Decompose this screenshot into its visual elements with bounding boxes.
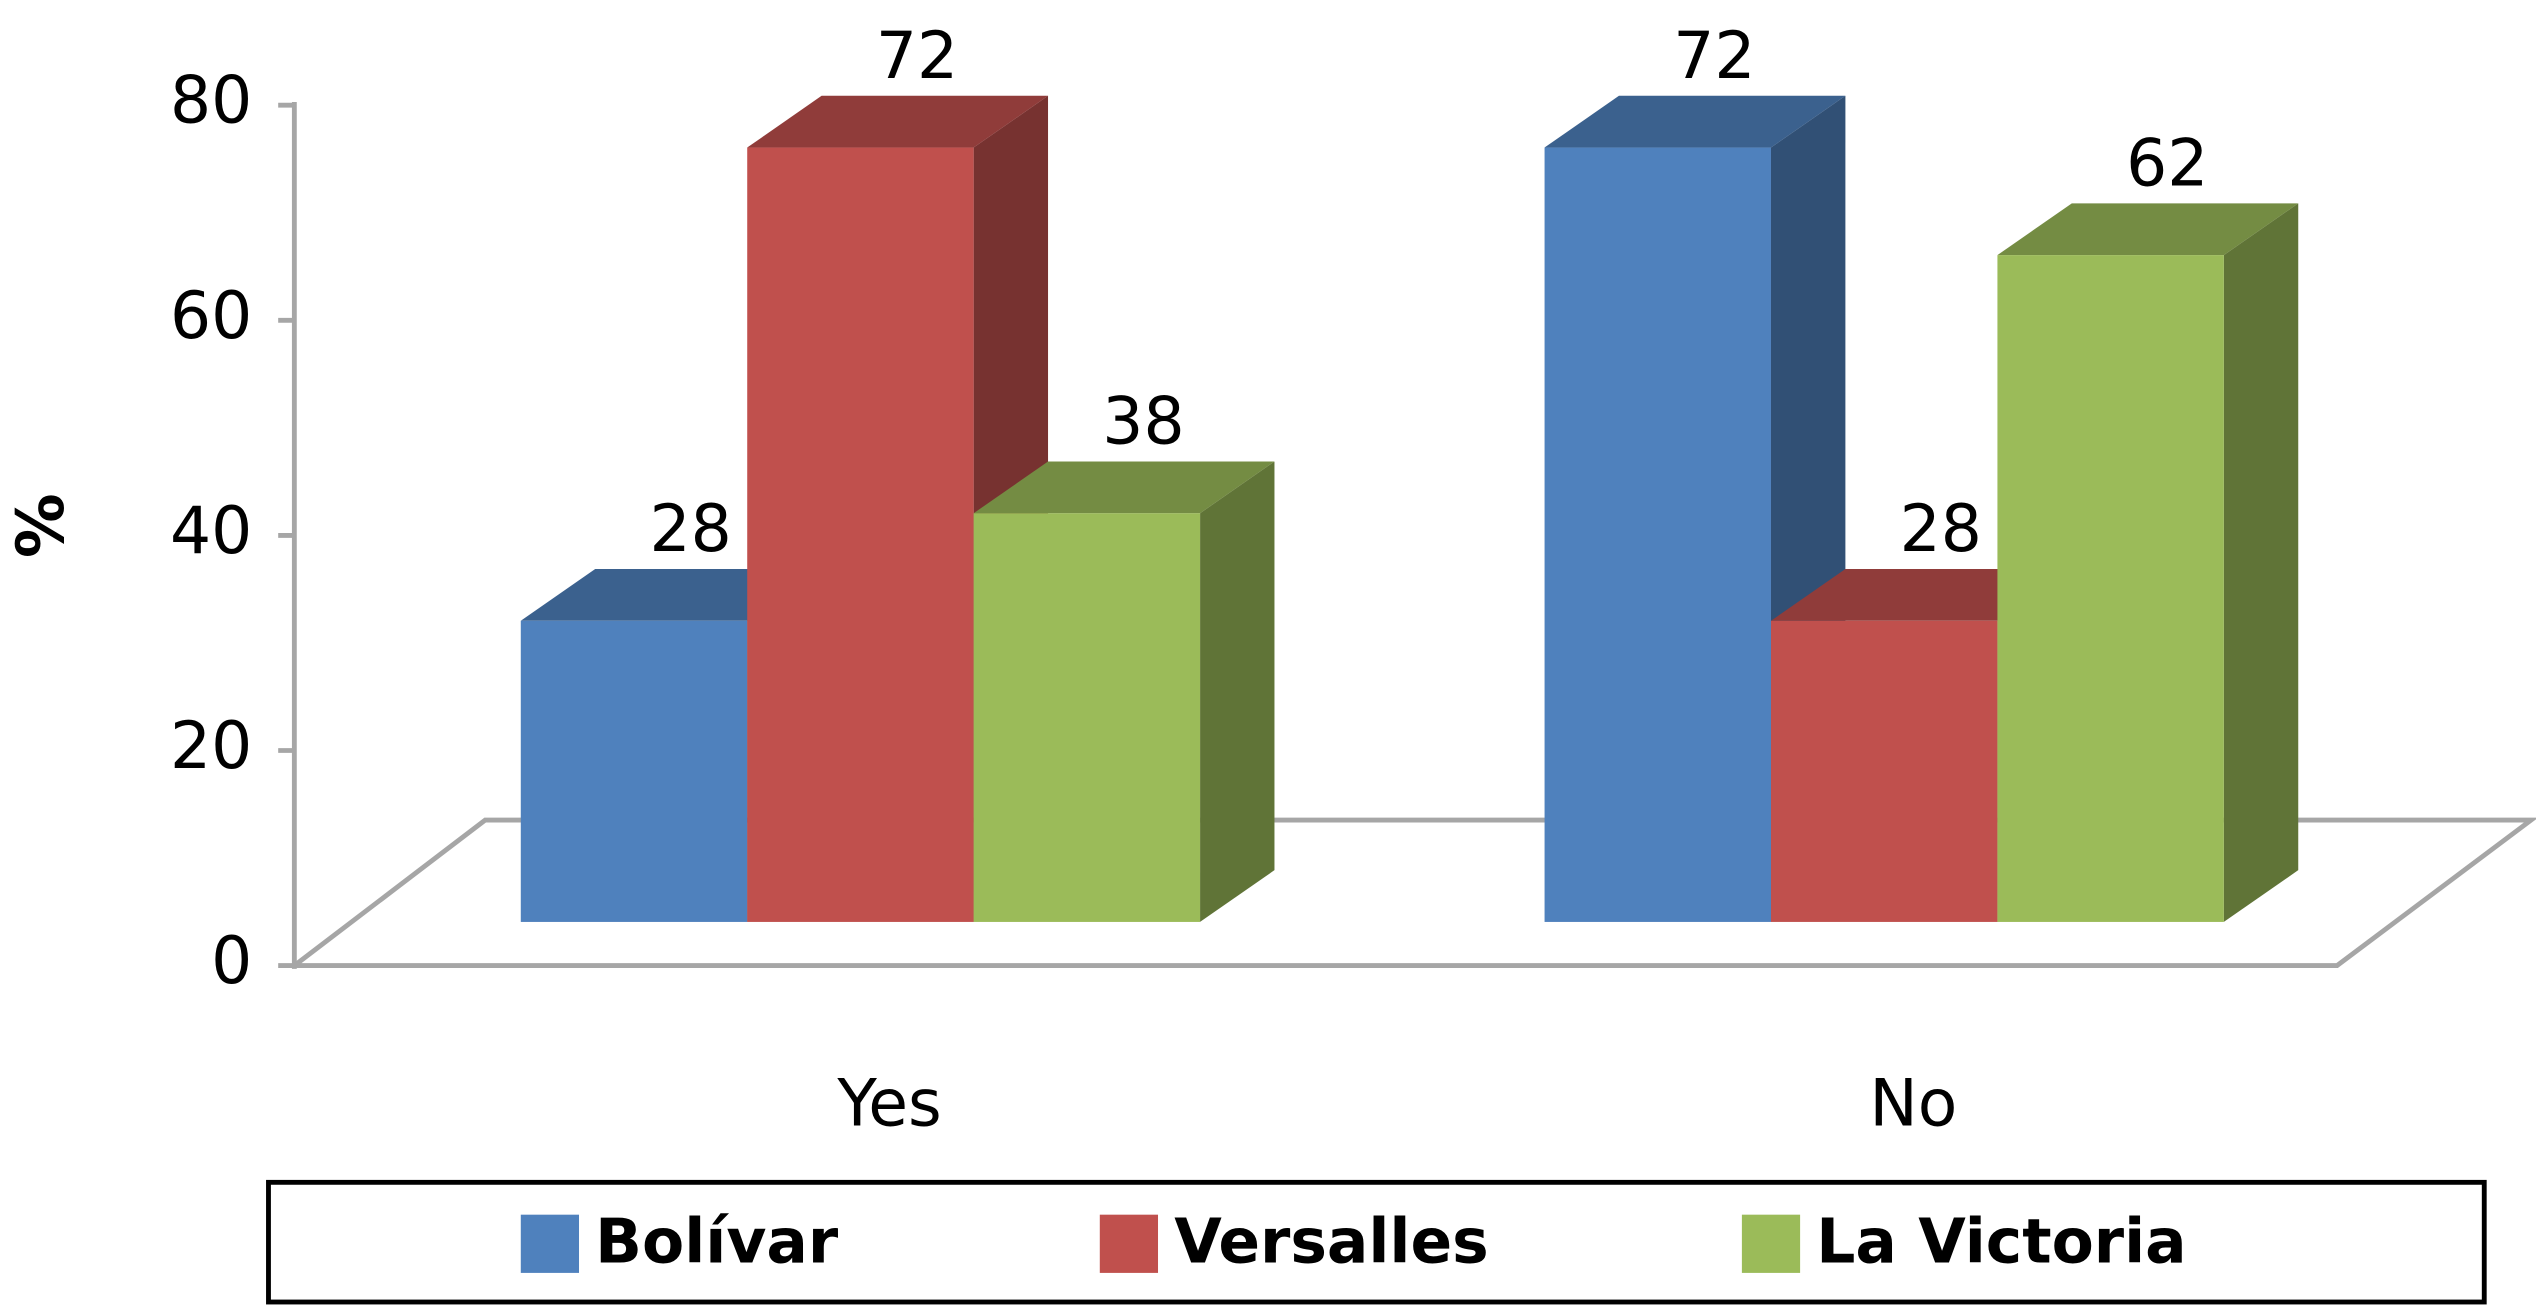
legend-label: Versalles — [1174, 1206, 1489, 1277]
bar — [1997, 255, 2224, 922]
bar-top — [1770, 569, 2072, 621]
x-tick-label: Yes — [836, 1066, 941, 1141]
legend-swatch — [520, 1214, 580, 1273]
data-label: 38 — [1102, 384, 1184, 459]
bar-top — [973, 461, 1275, 514]
y-tick-label: 20 — [170, 709, 252, 784]
data-label: 62 — [2126, 126, 2208, 201]
y-tick-label: 0 — [211, 924, 252, 999]
bar-top — [747, 95, 1049, 148]
bar — [520, 620, 748, 922]
data-label: 28 — [1900, 492, 1982, 567]
bar — [747, 147, 974, 922]
bar-top — [1997, 203, 2299, 256]
bar-side — [2223, 203, 2299, 922]
y-tick-label: 40 — [170, 494, 252, 569]
data-label: 72 — [876, 19, 958, 94]
bar — [1544, 147, 1771, 922]
bar-side — [1200, 461, 1275, 922]
data-label: 28 — [649, 492, 731, 567]
y-tick-label: 80 — [170, 64, 252, 139]
data-label: 72 — [1673, 19, 1755, 94]
y-tick-label: 60 — [170, 279, 252, 354]
legend-swatch — [1741, 1214, 1801, 1273]
x-tick-label: No — [1869, 1066, 1957, 1141]
legend-label: Bolívar — [595, 1206, 839, 1277]
bar — [1770, 620, 1998, 922]
bar-top — [520, 569, 822, 621]
legend-label: La Victoria — [1816, 1206, 2186, 1277]
bar — [973, 513, 1201, 922]
legend-swatch — [1099, 1214, 1159, 1273]
y-axis-title: % — [4, 493, 79, 558]
bar-top — [1544, 95, 1846, 148]
legend — [266, 1179, 2487, 1305]
